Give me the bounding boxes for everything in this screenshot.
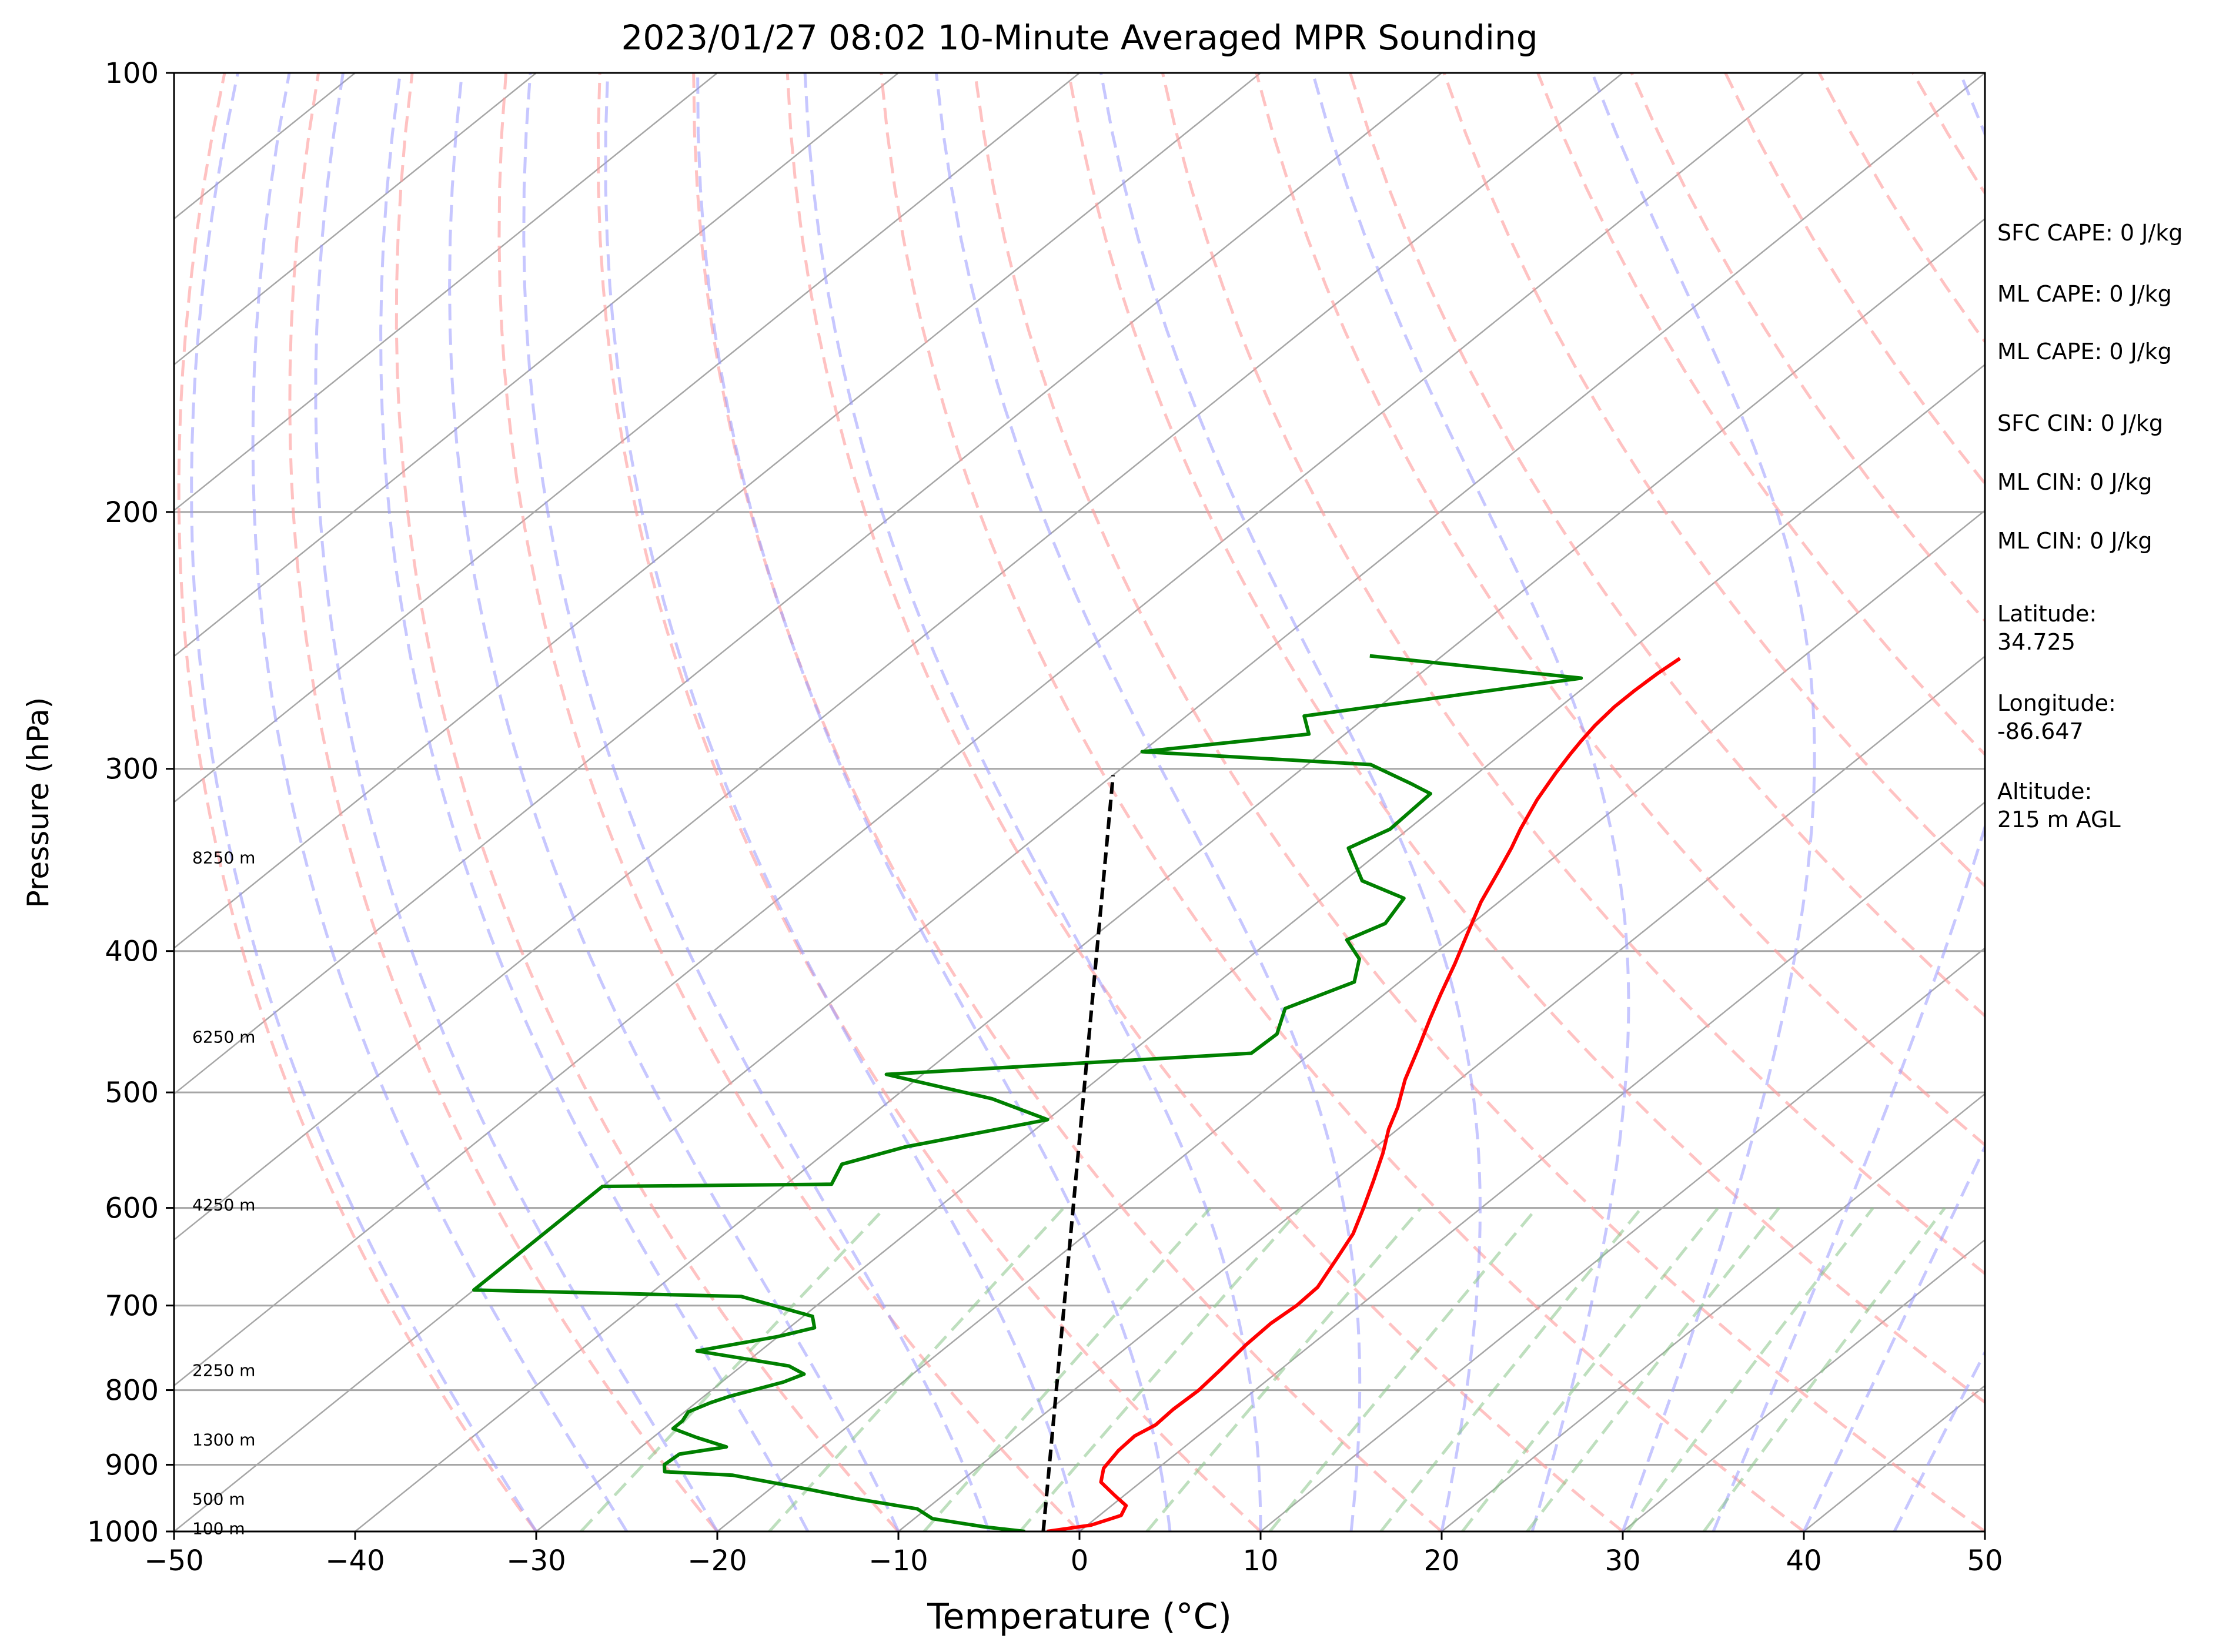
x-tick-label: −10: [868, 1544, 928, 1577]
height-label: 4250 m: [192, 1195, 255, 1215]
dry-adiabat: [395, 73, 900, 1531]
isotherm--120: [174, 73, 718, 511]
y-tick-label: 1000: [87, 1516, 159, 1549]
isotherm--20: [717, 509, 1985, 1531]
isotherm--60: [174, 73, 1804, 1387]
isotherm-10: [1260, 947, 1985, 1531]
height-label: 2250 m: [192, 1360, 255, 1380]
mixing-ratio-line: [580, 1206, 886, 1531]
altitude-text: Altitude: 215 m AGL: [1997, 778, 2121, 832]
mixing-ratio-line: [1626, 1207, 1874, 1531]
dry-adiabat: [973, 73, 1985, 1531]
moist-adiabat: [190, 73, 538, 1531]
dry-adiabat: [786, 73, 1624, 1531]
dry-adiabat: [1349, 73, 1985, 1018]
isotherm--90: [174, 73, 1261, 949]
dry-adiabat: [288, 73, 718, 1531]
x-tick-label: 50: [1967, 1544, 2003, 1577]
isotherm--70: [174, 73, 1623, 1241]
ml-cape-text: ML CAPE: 0 J/kg: [1997, 281, 2172, 307]
y-tick-label: 700: [105, 1290, 159, 1323]
y-tick-label: 200: [105, 496, 159, 529]
isotherm--80: [174, 73, 1442, 1095]
isotherm--100: [174, 73, 1080, 804]
isotherm--110: [174, 73, 899, 658]
moist-adiabat: [1802, 1143, 1985, 1531]
y-tick-label: 600: [105, 1192, 159, 1225]
isotherm--10: [898, 655, 1985, 1531]
parcel-profile: [1041, 775, 1115, 1531]
x-tick-label: 20: [1423, 1544, 1459, 1577]
dry-adiabat: [880, 73, 1805, 1531]
dry-adiabat: [177, 73, 538, 1531]
moist-adiabat: [448, 73, 900, 1531]
moist-adiabat: [1311, 73, 1630, 1531]
mixing-ratio-line: [1268, 1206, 1538, 1531]
height-label: 1300 m: [192, 1430, 255, 1450]
mixing-ratio-line: [923, 1206, 1212, 1531]
isotherm-30: [1622, 1239, 1985, 1531]
moist-adiabat: [1590, 73, 1816, 1531]
mixing-ratio-line: [1461, 1207, 1720, 1531]
latitude-text: Latitude: 34.725: [1997, 601, 2097, 655]
isotherm--30: [536, 363, 1985, 1531]
temperature-profile: [1047, 657, 1681, 1531]
y-tick-label: 300: [105, 753, 159, 786]
chart-title: 2023/01/27 08:02 10-Minute Averaged MPR …: [621, 18, 1538, 58]
mixing-ratio-line: [1018, 1206, 1302, 1531]
height-label: 6250 m: [192, 1028, 255, 1047]
ml-cin-text-2: ML CIN: 0 J/kg: [1997, 528, 2153, 554]
x-axis-label: Temperature (°C): [927, 1596, 1232, 1637]
mixing-ratio-line: [1526, 1207, 1780, 1531]
moist-adiabat: [604, 73, 1081, 1531]
x-tick-label: −40: [325, 1544, 385, 1577]
moist-adiabat: [803, 73, 1262, 1531]
x-tick-label: 30: [1605, 1544, 1640, 1577]
moist-adiabat: [522, 73, 991, 1531]
ml-cape-text-2: ML CAPE: 0 J/kg: [1997, 339, 2172, 364]
x-tick-label: 40: [1786, 1544, 1821, 1577]
height-label: 500 m: [192, 1490, 245, 1509]
sfc-cape-text: SFC CAPE: 0 J/kg: [1997, 220, 2183, 246]
x-tick-label: −30: [506, 1544, 566, 1577]
moist-adiabat: [379, 73, 810, 1531]
dry-adiabat: [596, 73, 1262, 1531]
moist-adiabat: [314, 73, 719, 1531]
y-tick-label: 500: [105, 1076, 159, 1109]
x-tick-label: −20: [687, 1544, 747, 1577]
height-label: 8250 m: [192, 848, 255, 867]
x-tick-label: 0: [1071, 1544, 1089, 1577]
x-tick-label: 10: [1242, 1544, 1278, 1577]
sfc-cin-text: SFC CIN: 0 J/kg: [1997, 410, 2164, 436]
y-tick-label: 900: [105, 1449, 159, 1482]
moist-adiabat: [251, 73, 629, 1531]
moist-adiabat: [934, 73, 1362, 1531]
y-axis-label: Pressure (hPa): [21, 697, 55, 908]
dry-adiabat: [1255, 73, 1985, 1147]
ml-cin-text: ML CIN: 0 J/kg: [1997, 469, 2153, 495]
moist-adiabat: [1712, 73, 1985, 1531]
longitude-text: Longitude: -86.647: [1997, 690, 2116, 744]
isotherm-0: [1079, 801, 1985, 1531]
y-tick-label: 800: [105, 1375, 159, 1407]
x-tick-label: −50: [144, 1544, 203, 1577]
height-label: 100 m: [192, 1519, 245, 1539]
y-tick-label: 100: [105, 57, 159, 90]
isotherm--130: [174, 73, 537, 366]
dry-adiabat: [1161, 73, 1985, 1276]
mixing-ratio-line: [1379, 1207, 1643, 1531]
isotherm-20: [1441, 1093, 1985, 1531]
isotherm--40: [355, 218, 1985, 1531]
dewpoint-profile: [472, 654, 1583, 1531]
mixing-ratio-line: [1702, 1207, 1946, 1531]
moist-adiabat: [1099, 73, 1482, 1531]
y-tick-label: 400: [105, 935, 159, 968]
mixing-ratio-line: [1145, 1206, 1422, 1531]
